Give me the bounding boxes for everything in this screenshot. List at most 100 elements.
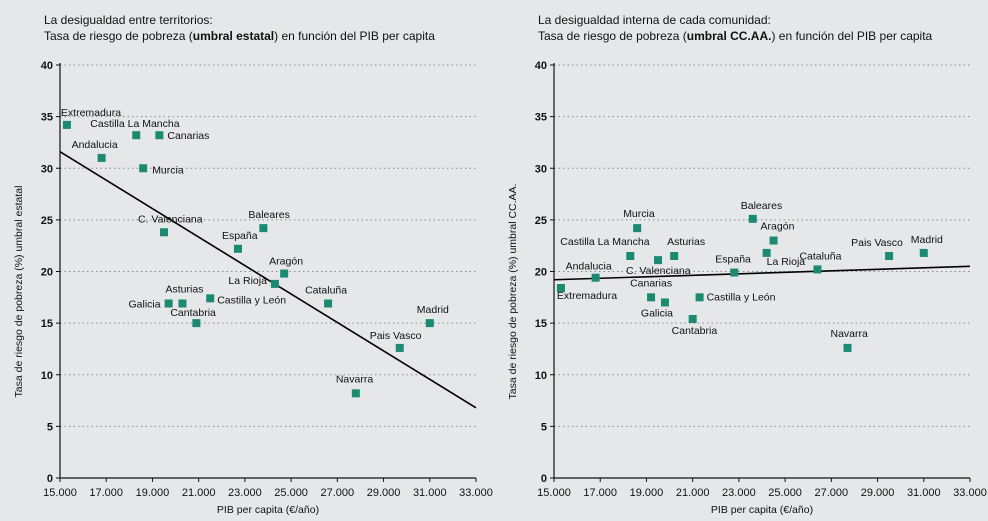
data-point: Pais Vasco — [851, 237, 903, 261]
data-point: Cataluña — [799, 250, 842, 274]
chart-title: La desigualdad interna de cada comunidad… — [538, 12, 932, 44]
point-label: Madrid — [911, 234, 943, 246]
y-tick: 30 — [535, 163, 554, 175]
data-point: Extremadura — [556, 284, 617, 302]
y-tick: 15 — [41, 318, 60, 330]
x-tick-label: 31.000 — [413, 487, 447, 499]
y-tick: 35 — [535, 112, 554, 124]
point-marker — [813, 265, 822, 274]
x-tick: 15.000 — [43, 478, 77, 499]
y-tick: 0 — [541, 473, 554, 485]
x-tick-label: 27.000 — [321, 487, 355, 499]
point-label: Castilla La Mancha — [560, 236, 649, 248]
point-label: Aragón — [269, 256, 303, 268]
x-tick-label: 21.000 — [676, 487, 710, 499]
data-point: Baleares — [741, 200, 782, 223]
point-label: La Rioja — [228, 275, 267, 287]
x-tick: 23.000 — [228, 478, 262, 499]
y-tick: 40 — [535, 60, 554, 72]
point-marker — [259, 224, 268, 233]
point-marker — [769, 236, 778, 245]
chart-title-line2: Tasa de riesgo de pobreza (umbral CC.AA.… — [538, 28, 932, 44]
point-label: Asturias — [165, 284, 203, 296]
y-tick-label: 15 — [535, 318, 547, 330]
y-tick: 10 — [41, 370, 60, 382]
y-tick-label: 5 — [47, 421, 53, 433]
data-point: Andalucia — [566, 261, 612, 282]
data-point: Baleares — [248, 209, 290, 233]
x-tick-label: 17.000 — [89, 487, 123, 499]
point-marker — [351, 389, 360, 398]
data-point: España — [222, 230, 258, 253]
y-axis-label: Tasa de riesgo de pobreza (%) umbral est… — [13, 186, 25, 398]
point-marker — [591, 273, 600, 282]
point-label: Madrid — [417, 304, 449, 316]
x-tick: 31.000 — [413, 478, 447, 499]
y-tick: 25 — [535, 215, 554, 227]
data-point: Castilla La Mancha — [90, 118, 180, 140]
point-label: Pais Vasco — [370, 330, 422, 342]
x-tick-label: 17.000 — [583, 487, 617, 499]
x-tick: 33.000 — [953, 478, 987, 499]
data-point: Galicia — [641, 298, 673, 319]
y-tick: 10 — [535, 370, 554, 382]
chart-title: La desigualdad entre territorios: Tasa d… — [44, 12, 435, 44]
point-label: Cantabria — [672, 325, 718, 337]
x-tick: 29.000 — [861, 478, 894, 499]
data-point: Cantabria — [170, 307, 216, 328]
y-tick-label: 20 — [41, 267, 53, 279]
y-tick: 35 — [41, 112, 60, 124]
point-label: Asturias — [667, 236, 705, 248]
point-marker — [670, 252, 679, 261]
data-point: La Rioja — [762, 248, 806, 268]
x-tick: 25.000 — [768, 478, 802, 499]
point-marker — [660, 298, 669, 307]
point-marker — [695, 293, 704, 302]
trendline — [553, 265, 971, 281]
chart-title-bold: umbral CC.AA. — [686, 29, 772, 43]
point-label: Extremadura — [61, 107, 121, 119]
point-marker — [164, 299, 173, 308]
point-marker — [654, 256, 662, 265]
y-tick-label: 40 — [41, 60, 53, 72]
point-marker — [748, 214, 757, 223]
data-point: Cantabria — [672, 314, 718, 337]
point-marker — [97, 153, 106, 162]
chart-title-bold: umbral estatal — [192, 29, 275, 43]
y-tick-label: 10 — [41, 370, 53, 382]
data-point: Cataluña — [305, 285, 347, 308]
data-point: Aragón — [761, 221, 795, 245]
x-tick: 17.000 — [89, 478, 123, 499]
y-tick-label: 0 — [47, 473, 53, 485]
point-marker — [843, 343, 852, 352]
point-marker — [324, 299, 333, 308]
point-label: C. Valenciana — [626, 265, 691, 277]
data-point: C. Valenciana — [626, 256, 691, 277]
point-label: Castilla y León — [707, 291, 776, 303]
point-label: Murcia — [623, 208, 655, 220]
x-tick: 31.000 — [907, 478, 941, 499]
point-marker — [139, 164, 148, 173]
point-label: Murcia — [152, 164, 184, 176]
y-tick-label: 35 — [535, 112, 547, 124]
x-tick-label: 25.000 — [768, 487, 802, 499]
data-point: Extremadura — [61, 107, 121, 129]
x-tick: 21.000 — [676, 478, 710, 499]
point-label: C. Valenciana — [138, 213, 203, 225]
point-label: La Rioja — [767, 256, 806, 268]
data-point: Andalucia — [72, 139, 118, 162]
data-point: Galicia — [129, 299, 173, 311]
point-label: Baleares — [741, 200, 782, 212]
chart-title-line1: La desigualdad entre territorios: — [44, 13, 213, 27]
x-tick-label: 21.000 — [182, 487, 216, 499]
point-marker — [647, 293, 656, 302]
y-tick: 20 — [41, 267, 60, 279]
x-tick: 21.000 — [182, 478, 216, 499]
point-label: España — [715, 254, 751, 266]
data-point: España — [715, 254, 751, 277]
data-point: Murcia — [623, 208, 655, 233]
y-tick-label: 5 — [541, 421, 547, 433]
y-tick: 30 — [41, 163, 60, 175]
x-tick: 27.000 — [321, 478, 355, 499]
